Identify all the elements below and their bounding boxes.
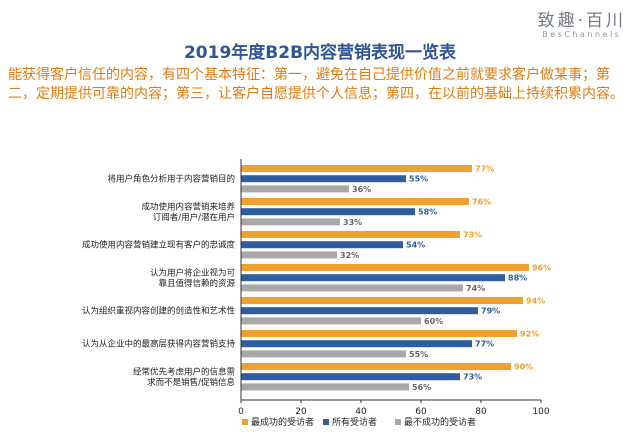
data-label: 74%: [466, 284, 485, 293]
category-label: 成功使用内容营销建立现有客户的忠诚度: [82, 240, 236, 251]
data-label: 58%: [418, 208, 437, 217]
bar: [241, 284, 463, 292]
legend-swatch: [242, 419, 248, 425]
bar: [241, 297, 523, 304]
x-tick-label: 80: [475, 407, 487, 417]
legend-swatch: [323, 419, 329, 425]
data-label: 96%: [532, 264, 551, 273]
data-label: 79%: [481, 307, 500, 316]
bar: [241, 241, 403, 249]
x-tick-label: 20: [295, 407, 307, 417]
category-label: 认为用户将企业视为可靠且值得信赖的资源: [150, 267, 236, 289]
data-label: 55%: [409, 175, 428, 184]
data-label: 55%: [409, 350, 428, 359]
data-label: 60%: [424, 317, 443, 326]
legend-label: 最成功的受访者: [251, 416, 314, 428]
bar: [241, 251, 337, 259]
data-label: 36%: [352, 185, 371, 194]
data-label: 56%: [412, 383, 431, 392]
data-label: 77%: [475, 340, 494, 349]
x-tick-label: 100: [532, 407, 549, 417]
brand-name: 致趣·百川: [537, 11, 626, 31]
bar: [241, 373, 460, 381]
category-label: 认为从企业中的最高层获得内容营销支持: [82, 339, 236, 350]
bar: [241, 264, 529, 271]
bar: [241, 317, 421, 325]
data-label: 33%: [343, 218, 362, 227]
data-label: 76%: [472, 198, 491, 207]
x-tick-label: 40: [355, 407, 367, 417]
category-label: 认为组织重视内容创建的创造性和艺术性: [82, 306, 236, 317]
brand-logo: 致趣·百川 BesChannels: [538, 6, 626, 39]
bar: [241, 218, 340, 226]
brand-subtitle: BesChannels: [542, 30, 622, 39]
chart-title: 2019年度B2B内容营销表现一览表: [183, 43, 457, 63]
legend-swatch: [395, 419, 401, 425]
bar: [241, 330, 517, 337]
bar: [241, 185, 349, 193]
legend-label: 所有受访者: [332, 416, 377, 428]
bar: [241, 340, 472, 348]
x-tick-label: 60: [415, 407, 427, 417]
data-label: 94%: [526, 297, 545, 306]
data-label: 73%: [463, 231, 482, 240]
bar-chart: 将用户角色分析用于内容营销目的 77% 55% 36% 成功使用内容营销来培养订阅者/用…: [82, 159, 551, 428]
data-label: 90%: [514, 363, 533, 372]
x-tick-label: 0: [238, 407, 244, 417]
bar: [241, 208, 415, 216]
bar: [241, 165, 472, 172]
bar: [241, 274, 505, 282]
bar: [241, 175, 406, 183]
bar: [241, 307, 478, 315]
bar: [241, 350, 406, 358]
bar: [241, 198, 469, 205]
legend-label: 最不成功的受访者: [404, 416, 476, 428]
data-label: 32%: [340, 251, 359, 260]
data-label: 92%: [520, 330, 539, 339]
data-label: 88%: [508, 274, 527, 283]
bar: [241, 383, 409, 391]
bar: [241, 363, 511, 370]
data-label: 77%: [475, 165, 494, 174]
data-label: 73%: [463, 373, 482, 382]
category-label: 将用户角色分析用于内容营销目的: [107, 174, 235, 185]
data-label: 54%: [406, 241, 425, 250]
category-label: 成功使用内容营销来培养订阅者/用户/潜在用户: [141, 201, 235, 223]
bar: [241, 231, 460, 238]
category-label: 经常优先考虑用户的信息需求而不是销售/促销信息: [133, 366, 236, 388]
chart-subtitle: 能获得客户信任的内容，有四个基本特征：第一，避免在自己提供价值之前就要求客户做某…: [8, 67, 624, 102]
